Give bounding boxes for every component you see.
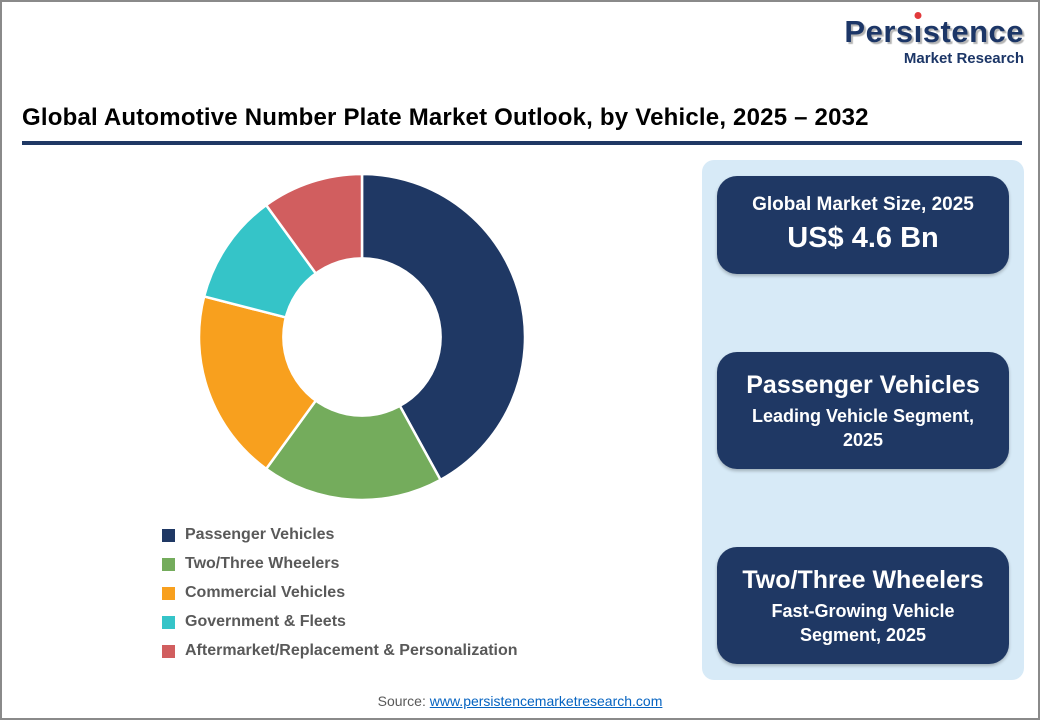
logo-text-pre: Pers <box>844 14 914 49</box>
legend-swatch-icon <box>162 528 175 542</box>
info-card-line2: Leading Vehicle Segment, 2025 <box>751 406 975 450</box>
legend-item: Two/Three Wheelers <box>162 555 702 573</box>
legend-item: Commercial Vehicles <box>162 584 702 602</box>
legend-item: Aftermarket/Replacement & Personalizatio… <box>162 642 702 660</box>
info-card-line1: Global Market Size, 2025 <box>752 194 974 215</box>
info-card-1: Global Market Size, 2025 US$ 4.6 Bn <box>717 176 1009 275</box>
donut-chart <box>197 172 527 502</box>
legend-swatch-icon <box>162 644 175 658</box>
main-content: Passenger Vehicles Two/Three Wheelers Comm… <box>22 160 1024 680</box>
page-title: Global Automotive Number Plate Market Ou… <box>22 104 869 131</box>
donut-hole <box>282 257 442 417</box>
info-card-line2: US$ 4.6 Bn <box>787 221 939 254</box>
logo-text-post: stence <box>922 14 1024 49</box>
legend-label: Commercial Vehicles <box>185 584 346 601</box>
header: Global Automotive Number Plate Market Ou… <box>22 104 1022 145</box>
legend-item: Government & Fleets <box>162 613 702 631</box>
legend-swatch-icon <box>162 586 175 600</box>
source-label: Source: <box>377 693 430 709</box>
info-card-line1: Passenger Vehicles <box>746 370 980 399</box>
legend-swatch-icon <box>162 615 175 629</box>
legend-label: Aftermarket/Replacement & Personalizatio… <box>185 642 518 659</box>
info-card-3: Two/Three Wheelers Fast-Growing Vehicle S… <box>717 546 1009 664</box>
legend-label: Passenger Vehicles <box>185 526 335 543</box>
source-link[interactable]: www.persistencemarketresearch.com <box>429 693 663 709</box>
donut-slice-2 <box>264 335 442 502</box>
info-panel: Global Market Size, 2025 US$ 4.6 Bn Passen… <box>702 160 1024 680</box>
legend-label: Government & Fleets <box>185 613 346 630</box>
logo-wordmark: Pers ıstence <box>844 12 1024 49</box>
logo-red-dot-icon <box>914 12 922 19</box>
chart-legend: Passenger Vehicles Two/Three Wheelers Comm… <box>162 526 702 660</box>
logo-text-i: ı <box>913 14 923 49</box>
logo-subtitle: Market Research <box>903 50 1024 67</box>
info-card-line2: Fast-Growing Vehicle Segment, 2025 <box>771 601 955 645</box>
info-card-line1: Two/Three Wheelers <box>742 565 984 594</box>
legend-item: Passenger Vehicles <box>162 526 702 544</box>
source-line: Source: www.persistencemarketresearch.co… <box>2 693 1038 709</box>
chart-column: Passenger Vehicles Two/Three Wheelers Comm… <box>22 160 702 680</box>
legend-swatch-icon <box>162 557 175 571</box>
legend-label: Two/Three Wheelers <box>185 555 340 572</box>
logo: Pers ıstence Market Research <box>844 12 1024 67</box>
info-card-2: Passenger Vehicles Leading Vehicle Segmen… <box>717 351 1009 470</box>
